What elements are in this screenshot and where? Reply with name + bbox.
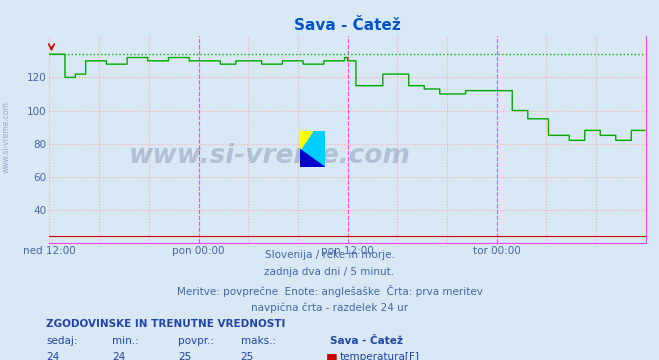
Polygon shape [300, 131, 325, 167]
Polygon shape [300, 149, 325, 167]
Text: sedaj:: sedaj: [46, 336, 78, 346]
Text: 25: 25 [178, 352, 191, 360]
Text: ZGODOVINSKE IN TRENUTNE VREDNOSTI: ZGODOVINSKE IN TRENUTNE VREDNOSTI [46, 319, 285, 329]
Text: ■: ■ [326, 351, 338, 360]
Text: Sava - Čatež: Sava - Čatež [330, 336, 403, 346]
Text: navpična črta - razdelek 24 ur: navpična črta - razdelek 24 ur [251, 302, 408, 312]
Text: www.si-vreme.com: www.si-vreme.com [2, 101, 11, 173]
Text: Meritve: povprečne  Enote: anglešaške  Črta: prva meritev: Meritve: povprečne Enote: anglešaške Črt… [177, 285, 482, 297]
Text: maks.:: maks.: [241, 336, 275, 346]
Text: 24: 24 [112, 352, 125, 360]
Text: 25: 25 [241, 352, 254, 360]
Text: Slovenija / reke in morje.: Slovenija / reke in morje. [264, 250, 395, 260]
Text: min.:: min.: [112, 336, 139, 346]
Text: povpr.:: povpr.: [178, 336, 214, 346]
Text: 24: 24 [46, 352, 59, 360]
Text: zadnja dva dni / 5 minut.: zadnja dva dni / 5 minut. [264, 267, 395, 278]
Text: www.si-vreme.com: www.si-vreme.com [129, 143, 411, 169]
Text: temperatura[F]: temperatura[F] [339, 352, 419, 360]
Title: Sava - Čatež: Sava - Čatež [295, 18, 401, 33]
Polygon shape [300, 131, 312, 149]
